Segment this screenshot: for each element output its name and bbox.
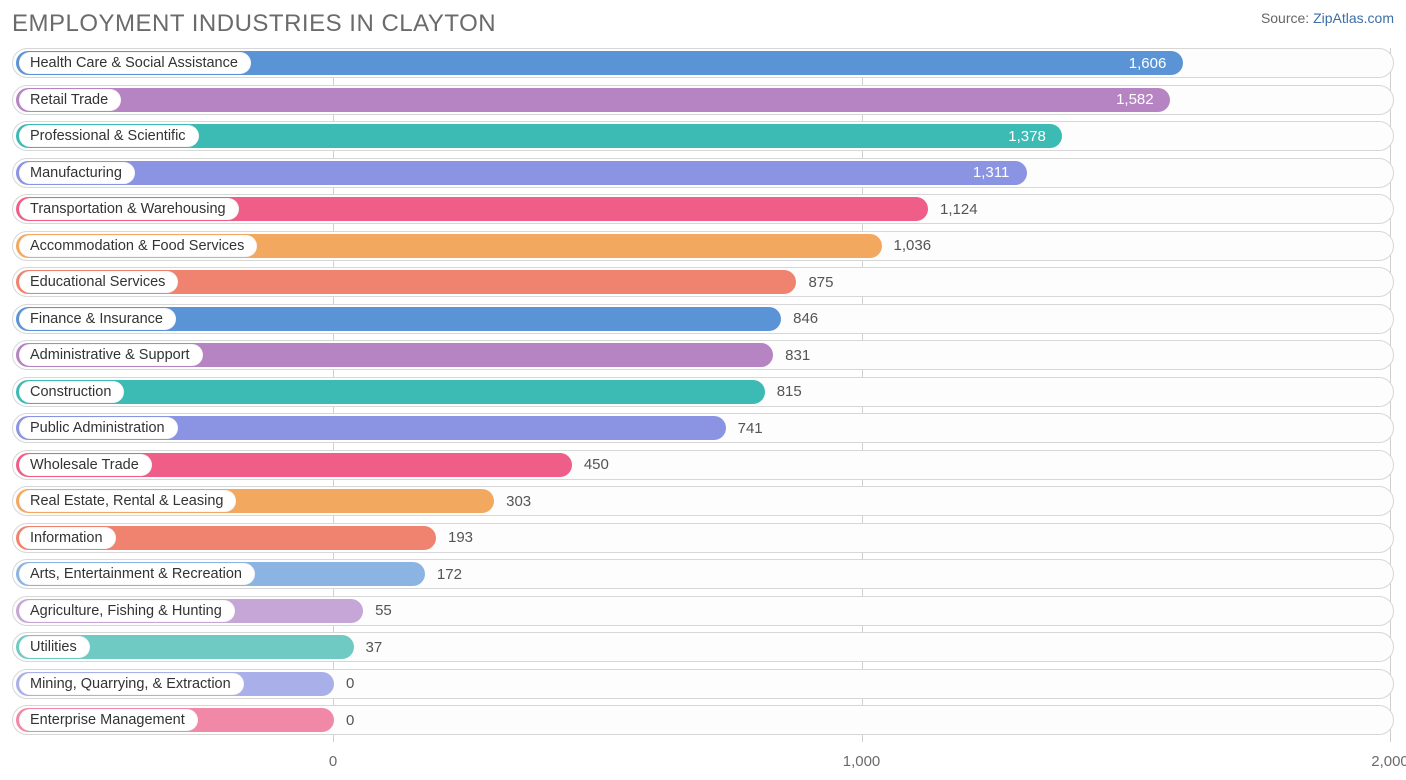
x-tick-label: 1,000: [843, 753, 881, 770]
bar-row: Agriculture, Fishing & Hunting 55: [12, 596, 1394, 626]
chart-title: EMPLOYMENT INDUSTRIES IN CLAYTON: [12, 10, 496, 38]
bar-category-label: Retail Trade: [19, 89, 121, 111]
bar-row: Finance & Insurance 846: [12, 304, 1394, 334]
bar-value-label: 0: [346, 670, 354, 698]
bar-value-label: 172: [437, 560, 462, 588]
bar-value-label: 37: [366, 633, 383, 661]
bar-value-label: 193: [448, 524, 473, 552]
bar-value-label: 846: [793, 305, 818, 333]
bar: [16, 161, 1027, 185]
bar-value-label: 815: [777, 378, 802, 406]
bar-row: Public Administration 741: [12, 413, 1394, 443]
bar-row: Real Estate, Rental & Leasing 303: [12, 486, 1394, 516]
bar-category-label: Enterprise Management: [19, 709, 198, 731]
bar-value-label: 1,606: [1129, 49, 1167, 77]
bar-value-label: 875: [808, 268, 833, 296]
bar-value-label: 0: [346, 706, 354, 734]
source-link[interactable]: ZipAtlas.com: [1313, 10, 1394, 26]
bar-value-label: 55: [375, 597, 392, 625]
bar-category-label: Information: [19, 527, 116, 549]
bar-category-label: Administrative & Support: [19, 344, 203, 366]
bar-row: Enterprise Management 0: [12, 705, 1394, 735]
chart-rows: Health Care & Social Assistance 1,606 Reta…: [12, 48, 1394, 735]
bar-category-label: Construction: [19, 381, 124, 403]
bar-row: Utilities 37: [12, 632, 1394, 662]
x-tick-label: 2,000: [1371, 753, 1406, 770]
bar-value-label: 831: [785, 341, 810, 369]
chart-area: Health Care & Social Assistance 1,606 Reta…: [12, 48, 1394, 770]
bar-value-label: 1,582: [1116, 86, 1154, 114]
bar-category-label: Educational Services: [19, 271, 178, 293]
bar-value-label: 1,036: [894, 232, 932, 260]
bar-row: Construction 815: [12, 377, 1394, 407]
bar: [16, 380, 765, 404]
bar-category-label: Mining, Quarrying, & Extraction: [19, 673, 244, 695]
bar-row: Transportation & Warehousing 1,124: [12, 194, 1394, 224]
bar-row: Mining, Quarrying, & Extraction 0: [12, 669, 1394, 699]
bar-category-label: Finance & Insurance: [19, 308, 176, 330]
bar-row: Retail Trade 1,582: [12, 85, 1394, 115]
chart-source: Source: ZipAtlas.com: [1261, 10, 1394, 26]
source-prefix: Source:: [1261, 10, 1313, 26]
bar-row: Professional & Scientific 1,378: [12, 121, 1394, 151]
bar-row: Arts, Entertainment & Recreation 172: [12, 559, 1394, 589]
bar-category-label: Arts, Entertainment & Recreation: [19, 563, 255, 585]
bar: [16, 88, 1170, 112]
bar-row: Manufacturing 1,311: [12, 158, 1394, 188]
bar-value-label: 741: [738, 414, 763, 442]
bar-category-label: Accommodation & Food Services: [19, 235, 257, 257]
bar-category-label: Public Administration: [19, 417, 178, 439]
bar-value-label: 450: [584, 451, 609, 479]
chart-header: EMPLOYMENT INDUSTRIES IN CLAYTON Source:…: [12, 10, 1394, 38]
bar-category-label: Manufacturing: [19, 162, 135, 184]
bar-category-label: Wholesale Trade: [19, 454, 152, 476]
bar-value-label: 1,124: [940, 195, 978, 223]
bar-row: Administrative & Support 831: [12, 340, 1394, 370]
bar-category-label: Utilities: [19, 636, 90, 658]
bar-row: Educational Services 875: [12, 267, 1394, 297]
bar-row: Information 193: [12, 523, 1394, 553]
bar-category-label: Real Estate, Rental & Leasing: [19, 490, 236, 512]
x-tick-label: 0: [329, 753, 337, 770]
bar-row: Health Care & Social Assistance 1,606: [12, 48, 1394, 78]
bar-category-label: Agriculture, Fishing & Hunting: [19, 600, 235, 622]
bar-row: Wholesale Trade 450: [12, 450, 1394, 480]
bar-value-label: 303: [506, 487, 531, 515]
bar-category-label: Transportation & Warehousing: [19, 198, 239, 220]
bar-value-label: 1,378: [1008, 122, 1046, 150]
bar-value-label: 1,311: [973, 159, 1009, 187]
bar-row: Accommodation & Food Services 1,036: [12, 231, 1394, 261]
bar-category-label: Health Care & Social Assistance: [19, 52, 251, 74]
bar-category-label: Professional & Scientific: [19, 125, 199, 147]
